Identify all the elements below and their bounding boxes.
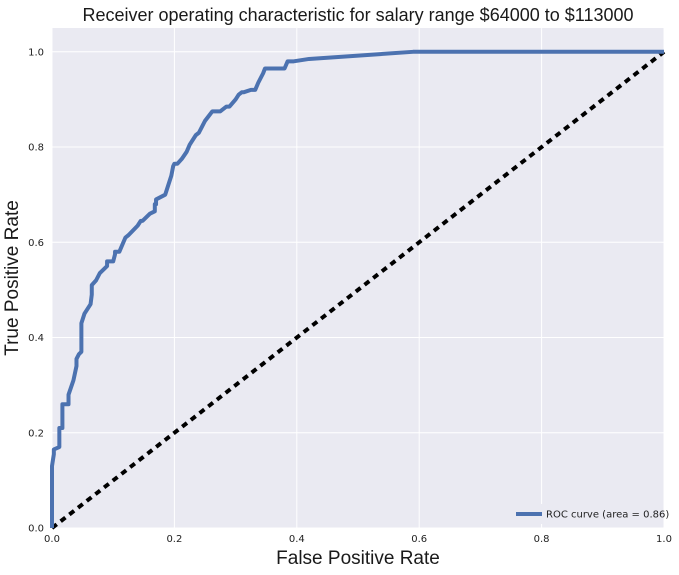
x-tick-label: 0.0 — [44, 534, 60, 545]
legend: ROC curve (area = 0.86) — [508, 504, 669, 524]
chance-diagonal-line — [50, 50, 666, 530]
x-tick-label: 0.8 — [534, 534, 550, 545]
y-tick-label: 0.4 — [28, 333, 44, 344]
x-tick-label: 1.0 — [656, 534, 672, 545]
y-tick-label: 0.8 — [28, 143, 44, 154]
y-axis-title: True Positive Rate — [2, 200, 23, 356]
legend-box — [508, 504, 660, 524]
x-axis-title: False Positive Rate — [276, 548, 440, 569]
series-layer — [50, 49, 666, 530]
chart-title: Receiver operating characteristic for sa… — [83, 5, 634, 25]
legend-label-roc: ROC curve (area = 0.86) — [546, 510, 669, 521]
y-tick-label: 0.0 — [28, 524, 44, 535]
y-tick-label: 0.2 — [28, 428, 44, 439]
x-tick-label: 0.4 — [289, 534, 305, 545]
grid-lines — [51, 28, 665, 529]
x-tick-label: 0.2 — [166, 534, 182, 545]
tick-labels: 0.0 0.2 0.4 0.6 0.8 1.0 0.0 0.2 0.4 0.6 0.8 1.0 — [28, 47, 672, 545]
y-tick-label: 1.0 — [28, 47, 44, 58]
y-tick-label: 0.6 — [28, 238, 44, 249]
plot-area — [52, 28, 664, 528]
x-tick-label: 0.6 — [411, 534, 427, 545]
roc-curve-line — [50, 49, 664, 528]
